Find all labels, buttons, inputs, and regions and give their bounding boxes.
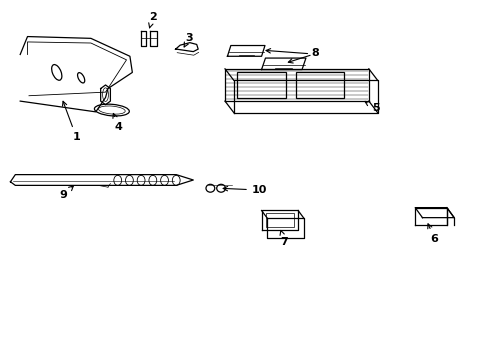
Text: 2: 2 bbox=[148, 12, 156, 28]
Text: 5: 5 bbox=[364, 102, 379, 113]
Bar bbox=[295, 72, 344, 98]
Text: 3: 3 bbox=[184, 33, 192, 47]
Bar bbox=[237, 72, 285, 98]
Bar bbox=[266, 213, 294, 227]
Text: 4: 4 bbox=[113, 113, 122, 132]
Text: 6: 6 bbox=[427, 224, 438, 244]
Text: 9: 9 bbox=[59, 186, 73, 201]
Text: 8: 8 bbox=[311, 48, 319, 58]
Text: 1: 1 bbox=[62, 101, 80, 142]
Text: 10: 10 bbox=[223, 185, 266, 195]
Text: 7: 7 bbox=[280, 230, 288, 247]
